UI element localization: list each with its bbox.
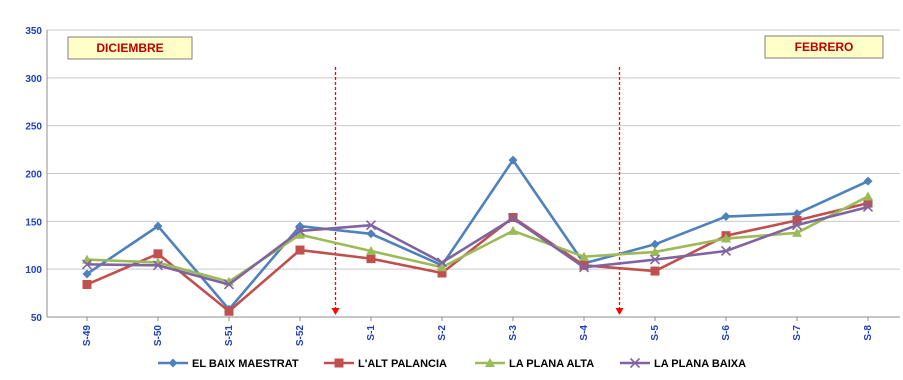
x-tick-label-s-1: S-1 xyxy=(366,325,377,341)
point-el-baix-maestrat-s-5 xyxy=(650,239,660,249)
point-l-alt-palancia-s-50 xyxy=(153,249,163,259)
x-tick-label-s-2: S-2 xyxy=(437,325,448,341)
legend-marker-el-baix-maestrat xyxy=(168,358,178,368)
x-tick-label-s-51: S-51 xyxy=(224,325,235,347)
point-la-plana-baixa-s-52 xyxy=(294,225,306,236)
y-tick-label-50: 50 xyxy=(31,313,43,324)
point-la-plana-baixa-s-8 xyxy=(862,201,874,213)
legend-label-la-plana-alta: LA PLANA ALTA xyxy=(509,358,594,370)
point-la-plana-baixa-s-6 xyxy=(720,245,732,257)
x-axis: S-49 S-50 S-51 S-52 S-1 S-2 S-3 S-4 S-5 S-6 S-7 S-8 xyxy=(47,316,900,347)
point-la-plana-baixa-s-4 xyxy=(578,262,590,273)
point-l-alt-palancia-s-52 xyxy=(295,245,305,255)
legend-label-la-plana-baixa: LA PLANA BAIXA xyxy=(654,358,746,370)
point-la-plana-baixa-s-7 xyxy=(791,220,803,231)
y-axis: 50 100 150 200 250 300 350 xyxy=(25,26,48,324)
point-la-plana-baixa-s-49 xyxy=(81,259,93,270)
point-l-alt-palancia-s-1 xyxy=(366,254,376,264)
point-l-alt-palancia-s-5 xyxy=(650,266,660,276)
point-la-plana-baixa-s-5 xyxy=(649,254,661,265)
legend-marker-la-plana-alta xyxy=(485,358,495,367)
legend-item-la-plana-baixa: LA PLANA BAIXA xyxy=(620,357,746,370)
point-el-baix-maestrat-s-49 xyxy=(82,269,92,279)
series-line-la-plana-alta xyxy=(86,195,869,283)
point-la-plana-baixa-s-51 xyxy=(223,279,235,290)
legend-marker-la-plana-baixa xyxy=(629,357,641,369)
point-la-plana-alta-s-52 xyxy=(295,229,305,239)
x-tick-label-s-4: S-4 xyxy=(579,325,590,341)
x-tick-label-s-7: S-7 xyxy=(792,325,803,341)
point-l-alt-palancia-s-8 xyxy=(863,198,873,208)
legend-item-el-baix-maestrat: EL BAIX MAESTRAT xyxy=(158,358,299,370)
series-la-plana-baixa xyxy=(81,201,874,290)
y-tick-label-350: 350 xyxy=(25,26,42,37)
annotation-diciembre: DICIEMBRE xyxy=(67,36,193,60)
y-tick-label-100: 100 xyxy=(25,265,42,276)
separator-arrowhead-1 xyxy=(331,308,340,315)
separators xyxy=(331,67,624,315)
annotation-febrero: FEBRERO xyxy=(764,35,884,59)
series-el-baix-maestrat xyxy=(82,155,873,314)
gridlines xyxy=(47,29,900,318)
point-el-baix-maestrat-s-3 xyxy=(508,155,518,165)
point-l-alt-palancia-s-51 xyxy=(224,306,234,316)
series-line-la-plana-baixa xyxy=(86,205,869,286)
point-l-alt-palancia-s-2 xyxy=(437,268,447,278)
x-tick-label-s-8: S-8 xyxy=(863,325,874,341)
annotations: DICIEMBRE FEBRERO xyxy=(67,35,884,60)
legend-marker-l-alt-palancia xyxy=(334,358,344,368)
point-el-baix-maestrat-s-6 xyxy=(721,212,731,222)
point-l-alt-palancia-s-4 xyxy=(579,260,589,270)
point-l-alt-palancia-s-49 xyxy=(82,279,92,289)
point-l-alt-palancia-s-7 xyxy=(792,215,802,225)
separator-arrowhead-2 xyxy=(615,308,624,315)
legend-item-l-alt-palancia: L'ALT PALANCIA xyxy=(324,358,447,370)
point-la-plana-alta-s-1 xyxy=(366,245,376,255)
legend-label-el-baix-maestrat: EL BAIX MAESTRAT xyxy=(192,358,299,370)
point-la-plana-alta-s-3 xyxy=(508,225,518,235)
series-line-l-alt-palancia xyxy=(86,201,869,313)
x-tick-label-s-52: S-52 xyxy=(295,325,306,347)
point-la-plana-baixa-s-50 xyxy=(152,260,164,271)
legend-label-l-alt-palancia: L'ALT PALANCIA xyxy=(358,358,447,370)
x-tick-label-s-5: S-5 xyxy=(650,325,661,341)
y-tick-label-300: 300 xyxy=(25,74,42,85)
annotation-febrero-text: FEBRERO xyxy=(795,40,854,54)
y-tick-label-200: 200 xyxy=(25,170,42,181)
series-layer xyxy=(81,155,874,316)
y-tick-label-150: 150 xyxy=(25,217,42,228)
series-line-el-baix-maestrat xyxy=(86,158,869,311)
point-la-plana-alta-s-8 xyxy=(863,191,873,201)
x-tick-label-s-49: S-49 xyxy=(82,325,93,347)
series-la-plana-alta xyxy=(82,191,873,286)
point-el-baix-maestrat-s-1 xyxy=(366,229,376,239)
point-la-plana-alta-s-6 xyxy=(721,233,731,243)
y-tick-label-250: 250 xyxy=(25,122,42,133)
legend: EL BAIX MAESTRAT L'ALT PALANCIA LA PLANA A… xyxy=(158,357,746,370)
x-tick-label-s-6: S-6 xyxy=(721,325,732,341)
legend-item-la-plana-alta: LA PLANA ALTA xyxy=(475,358,594,370)
point-la-plana-alta-s-7 xyxy=(792,227,802,237)
x-tick-label-s-3: S-3 xyxy=(508,325,519,341)
point-la-plana-baixa-s-2 xyxy=(436,257,448,268)
point-la-plana-baixa-s-3 xyxy=(507,213,519,224)
point-la-plana-alta-s-5 xyxy=(650,246,660,256)
point-la-plana-alta-s-2 xyxy=(437,262,447,272)
annotation-diciembre-text: DICIEMBRE xyxy=(96,41,163,55)
point-la-plana-baixa-s-1 xyxy=(365,220,377,231)
point-el-baix-maestrat-s-50 xyxy=(153,221,163,231)
point-la-plana-alta-s-4 xyxy=(579,251,589,261)
point-el-baix-maestrat-s-8 xyxy=(863,176,873,186)
x-tick-label-s-50: S-50 xyxy=(153,325,164,347)
